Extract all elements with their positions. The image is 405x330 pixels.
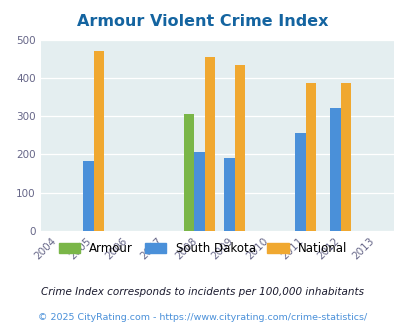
Bar xyxy=(83,161,93,231)
Text: © 2025 CityRating.com - https://www.cityrating.com/crime-statistics/: © 2025 CityRating.com - https://www.city… xyxy=(38,313,367,322)
Bar xyxy=(234,65,245,231)
Bar xyxy=(224,158,234,231)
Bar xyxy=(340,83,351,231)
Bar xyxy=(205,57,215,231)
Text: Armour Violent Crime Index: Armour Violent Crime Index xyxy=(77,14,328,29)
Bar xyxy=(329,108,340,231)
Text: Crime Index corresponds to incidents per 100,000 inhabitants: Crime Index corresponds to incidents per… xyxy=(41,287,364,297)
Bar xyxy=(183,114,194,231)
Bar xyxy=(93,51,104,231)
Bar xyxy=(305,83,315,231)
Bar xyxy=(194,152,205,231)
Legend: Armour, South Dakota, National: Armour, South Dakota, National xyxy=(54,237,351,260)
Bar xyxy=(294,133,305,231)
